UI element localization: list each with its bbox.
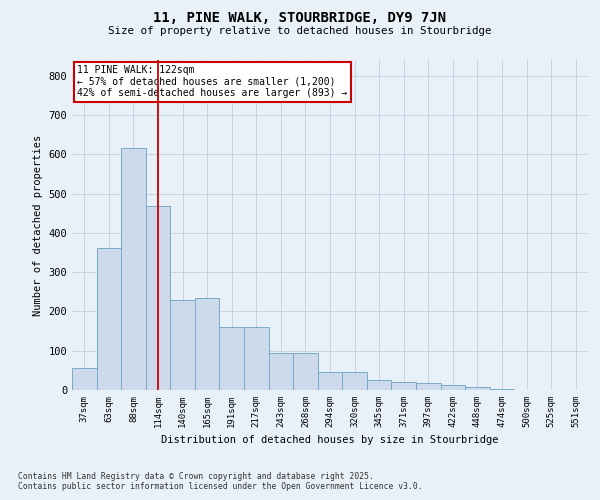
Bar bbox=[416, 383, 440, 390]
Bar bbox=[391, 382, 416, 390]
Bar bbox=[318, 372, 342, 390]
Bar bbox=[490, 389, 514, 390]
Bar bbox=[269, 352, 293, 390]
Text: 11, PINE WALK, STOURBRIDGE, DY9 7JN: 11, PINE WALK, STOURBRIDGE, DY9 7JN bbox=[154, 11, 446, 25]
Bar bbox=[244, 327, 269, 390]
Text: Contains HM Land Registry data © Crown copyright and database right 2025.
Contai: Contains HM Land Registry data © Crown c… bbox=[18, 472, 422, 491]
Bar bbox=[121, 148, 146, 390]
Bar bbox=[367, 380, 391, 390]
Bar bbox=[440, 386, 465, 390]
Bar bbox=[465, 387, 490, 390]
Bar bbox=[342, 372, 367, 390]
Bar bbox=[72, 368, 97, 390]
Text: 11 PINE WALK: 122sqm
← 57% of detached houses are smaller (1,200)
42% of semi-de: 11 PINE WALK: 122sqm ← 57% of detached h… bbox=[77, 65, 347, 98]
Bar bbox=[220, 327, 244, 390]
Bar bbox=[97, 248, 121, 390]
Bar bbox=[293, 352, 318, 390]
Bar bbox=[195, 298, 220, 390]
Bar bbox=[170, 300, 195, 390]
Y-axis label: Number of detached properties: Number of detached properties bbox=[33, 134, 43, 316]
X-axis label: Distribution of detached houses by size in Stourbridge: Distribution of detached houses by size … bbox=[161, 436, 499, 446]
Bar bbox=[146, 206, 170, 390]
Text: Size of property relative to detached houses in Stourbridge: Size of property relative to detached ho… bbox=[108, 26, 492, 36]
